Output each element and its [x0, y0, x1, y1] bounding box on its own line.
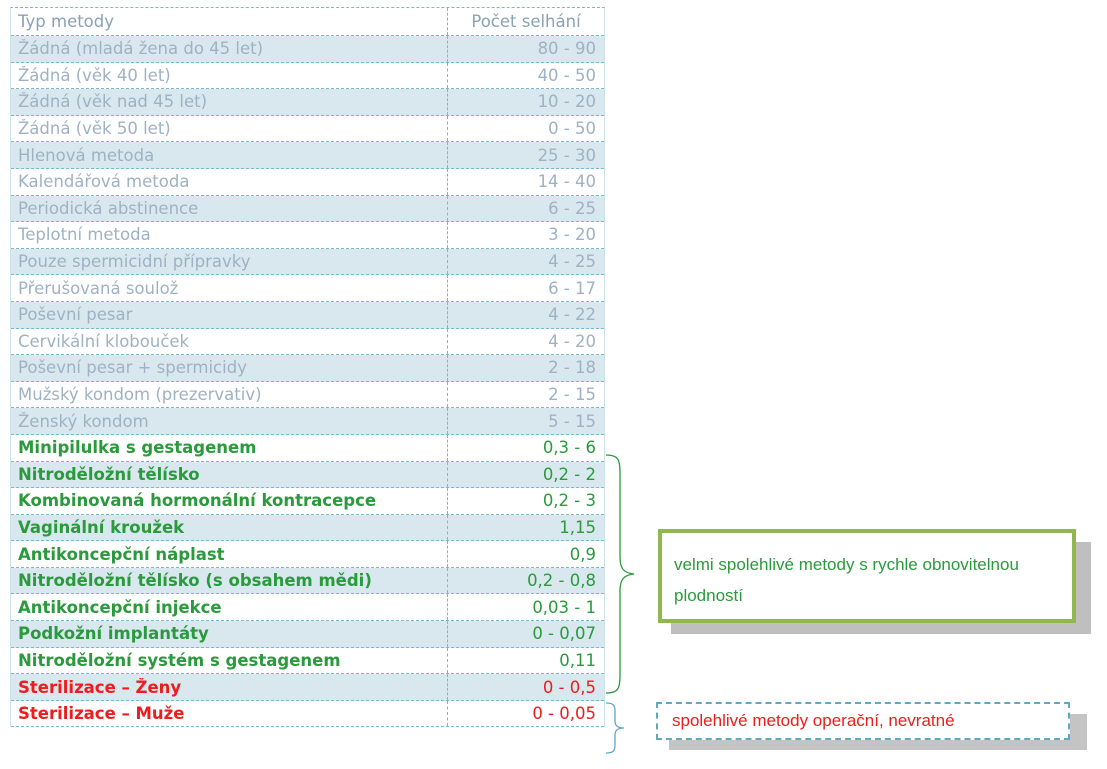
- table-row: Cervikální klobouček 4 - 20: [11, 328, 604, 356]
- method-name: Minipilulka s gestagenem: [18, 438, 257, 458]
- method-name: Kalendářová metoda: [18, 172, 190, 192]
- method-name: Teplotní metoda: [18, 225, 151, 245]
- failure-count: 25 - 30: [447, 142, 604, 168]
- failure-count: 4 - 20: [447, 328, 604, 355]
- table-row: Vaginální kroužek 1,15: [11, 514, 604, 542]
- method-name: Kombinovaná hormonální kontracepce: [18, 491, 377, 511]
- failure-count: 40 - 50: [447, 62, 604, 89]
- method-name: Žádná (věk nad 45 let): [18, 92, 208, 112]
- table-row: Poševní pesar + spermicidy 2 - 18: [11, 355, 604, 382]
- failure-count: 6 - 25: [447, 195, 604, 222]
- method-name: Mužský kondom (prezervativ): [18, 385, 262, 405]
- header-failure-count: Počet selhání: [447, 8, 604, 35]
- method-name: Cervikální klobouček: [18, 331, 190, 351]
- failure-count: 2 - 18: [447, 355, 604, 381]
- method-name: Antikoncepční injekce: [18, 597, 222, 617]
- failure-count: 0 - 0,05: [447, 700, 604, 727]
- method-name: Nitroděložní tělísko (s obsahem mědi): [18, 571, 372, 591]
- method-name: Hlenová metoda: [18, 145, 155, 165]
- failure-count: 3 - 20: [447, 222, 604, 248]
- failure-count: 0 - 50: [447, 115, 604, 142]
- table-row: Sterilizace – Muže 0 - 0,05: [11, 700, 604, 728]
- blue-callout-box: spolehlivé metody operační, nevratné: [656, 702, 1070, 740]
- failure-count: 80 - 90: [447, 36, 604, 62]
- method-name: Žádná (věk 40 let): [18, 65, 171, 85]
- green-callout-box: velmi spolehlivé metody s rychle obnovit…: [658, 529, 1076, 623]
- failure-count: 10 - 20: [447, 89, 604, 115]
- table-row: Nitroděložní systém s gestagenem 0,11: [11, 647, 604, 675]
- green-brace-icon: [605, 454, 635, 694]
- method-name: Žádná (mladá žena do 45 let): [18, 39, 264, 59]
- method-name: Periodická abstinence: [18, 198, 199, 218]
- method-name: Poševní pesar + spermicidy: [18, 358, 247, 378]
- failure-count: 0,2 - 0,8: [447, 567, 604, 594]
- table-row: Podkožní implantáty 0 - 0,07: [11, 621, 604, 648]
- table-row: Mužský kondom (prezervativ) 2 - 15: [11, 381, 604, 409]
- method-name: Vaginální kroužek: [18, 517, 185, 537]
- table-row: Žádná (věk 50 let) 0 - 50: [11, 115, 604, 143]
- blue-brace-icon: [605, 702, 625, 754]
- header-method-type: Typ metody: [18, 12, 115, 31]
- method-name: Poševní pesar: [18, 305, 133, 325]
- failure-count: 0,2 - 2: [447, 461, 604, 488]
- table-row: Žádná (věk 40 let) 40 - 50: [11, 62, 604, 90]
- failure-count: 0,9: [447, 541, 604, 567]
- table-row: Ženský kondom 5 - 15: [11, 408, 604, 435]
- table-row: Antikoncepční náplast 0,9: [11, 541, 604, 568]
- failure-count: 0,11: [447, 647, 604, 674]
- method-name: Ženský kondom: [18, 411, 149, 431]
- table-row: Teplotní metoda 3 - 20: [11, 222, 604, 249]
- table-header-row: Typ metody Počet selhání: [11, 8, 604, 36]
- table-row: Antikoncepční injekce 0,03 - 1: [11, 594, 604, 622]
- method-name: Přerušovaná soulož: [18, 278, 179, 298]
- table-row: Kombinovaná hormonální kontracepce 0,2 - …: [11, 488, 604, 515]
- table-row: Periodická abstinence 6 - 25: [11, 195, 604, 223]
- table-row: Nitroděložní tělísko 0,2 - 2: [11, 461, 604, 489]
- failure-count: 1,15: [447, 514, 604, 541]
- method-name: Sterilizace – Muže: [18, 704, 185, 724]
- method-name: Pouze spermicidní přípravky: [18, 252, 251, 272]
- failure-count: 2 - 15: [447, 381, 604, 408]
- failure-count: 0 - 0,07: [447, 621, 604, 647]
- failure-count: 4 - 22: [447, 301, 604, 328]
- contraception-failure-table: Typ metody Počet selhání Žádná (mladá že…: [10, 7, 605, 728]
- failure-count: 5 - 15: [447, 408, 604, 434]
- table-row: Minipilulka s gestagenem 0,3 - 6: [11, 434, 604, 462]
- table-row: Žádná (mladá žena do 45 let) 80 - 90: [11, 36, 604, 63]
- table-row: Sterilizace – Ženy 0 - 0,5: [11, 674, 604, 701]
- method-name: Nitroděložní tělísko: [18, 464, 200, 484]
- table-row: Pouze spermicidní přípravky 4 - 25: [11, 248, 604, 276]
- method-name: Antikoncepční náplast: [18, 544, 225, 564]
- green-callout-text: velmi spolehlivé metody s rychle obnovit…: [674, 555, 1019, 605]
- failure-count: 0,3 - 6: [447, 434, 604, 461]
- failure-count: 6 - 17: [447, 275, 604, 301]
- table-body: Žádná (mladá žena do 45 let) 80 - 90 Žádná…: [11, 36, 604, 728]
- blue-callout-text: spolehlivé metody operační, nevratné: [672, 711, 955, 730]
- failure-count: 0 - 0,5: [447, 674, 604, 700]
- failure-count: 4 - 25: [447, 248, 604, 275]
- method-name: Nitroděložní systém s gestagenem: [18, 650, 341, 670]
- table-row: Nitroděložní tělísko (s obsahem mědi) 0,2…: [11, 567, 604, 595]
- method-name: Žádná (věk 50 let): [18, 119, 171, 139]
- method-name: Sterilizace – Ženy: [18, 677, 182, 697]
- failure-count: 14 - 40: [447, 168, 604, 195]
- table-row: Kalendářová metoda 14 - 40: [11, 168, 604, 196]
- failure-count: 0,2 - 3: [447, 488, 604, 514]
- failure-count: 0,03 - 1: [447, 594, 604, 621]
- table-row: Poševní pesar 4 - 22: [11, 301, 604, 329]
- table-row: Přerušovaná soulož 6 - 17: [11, 275, 604, 302]
- table-row: Žádná (věk nad 45 let) 10 - 20: [11, 89, 604, 116]
- method-name: Podkožní implantáty: [18, 624, 209, 644]
- table-row: Hlenová metoda 25 - 30: [11, 142, 604, 169]
